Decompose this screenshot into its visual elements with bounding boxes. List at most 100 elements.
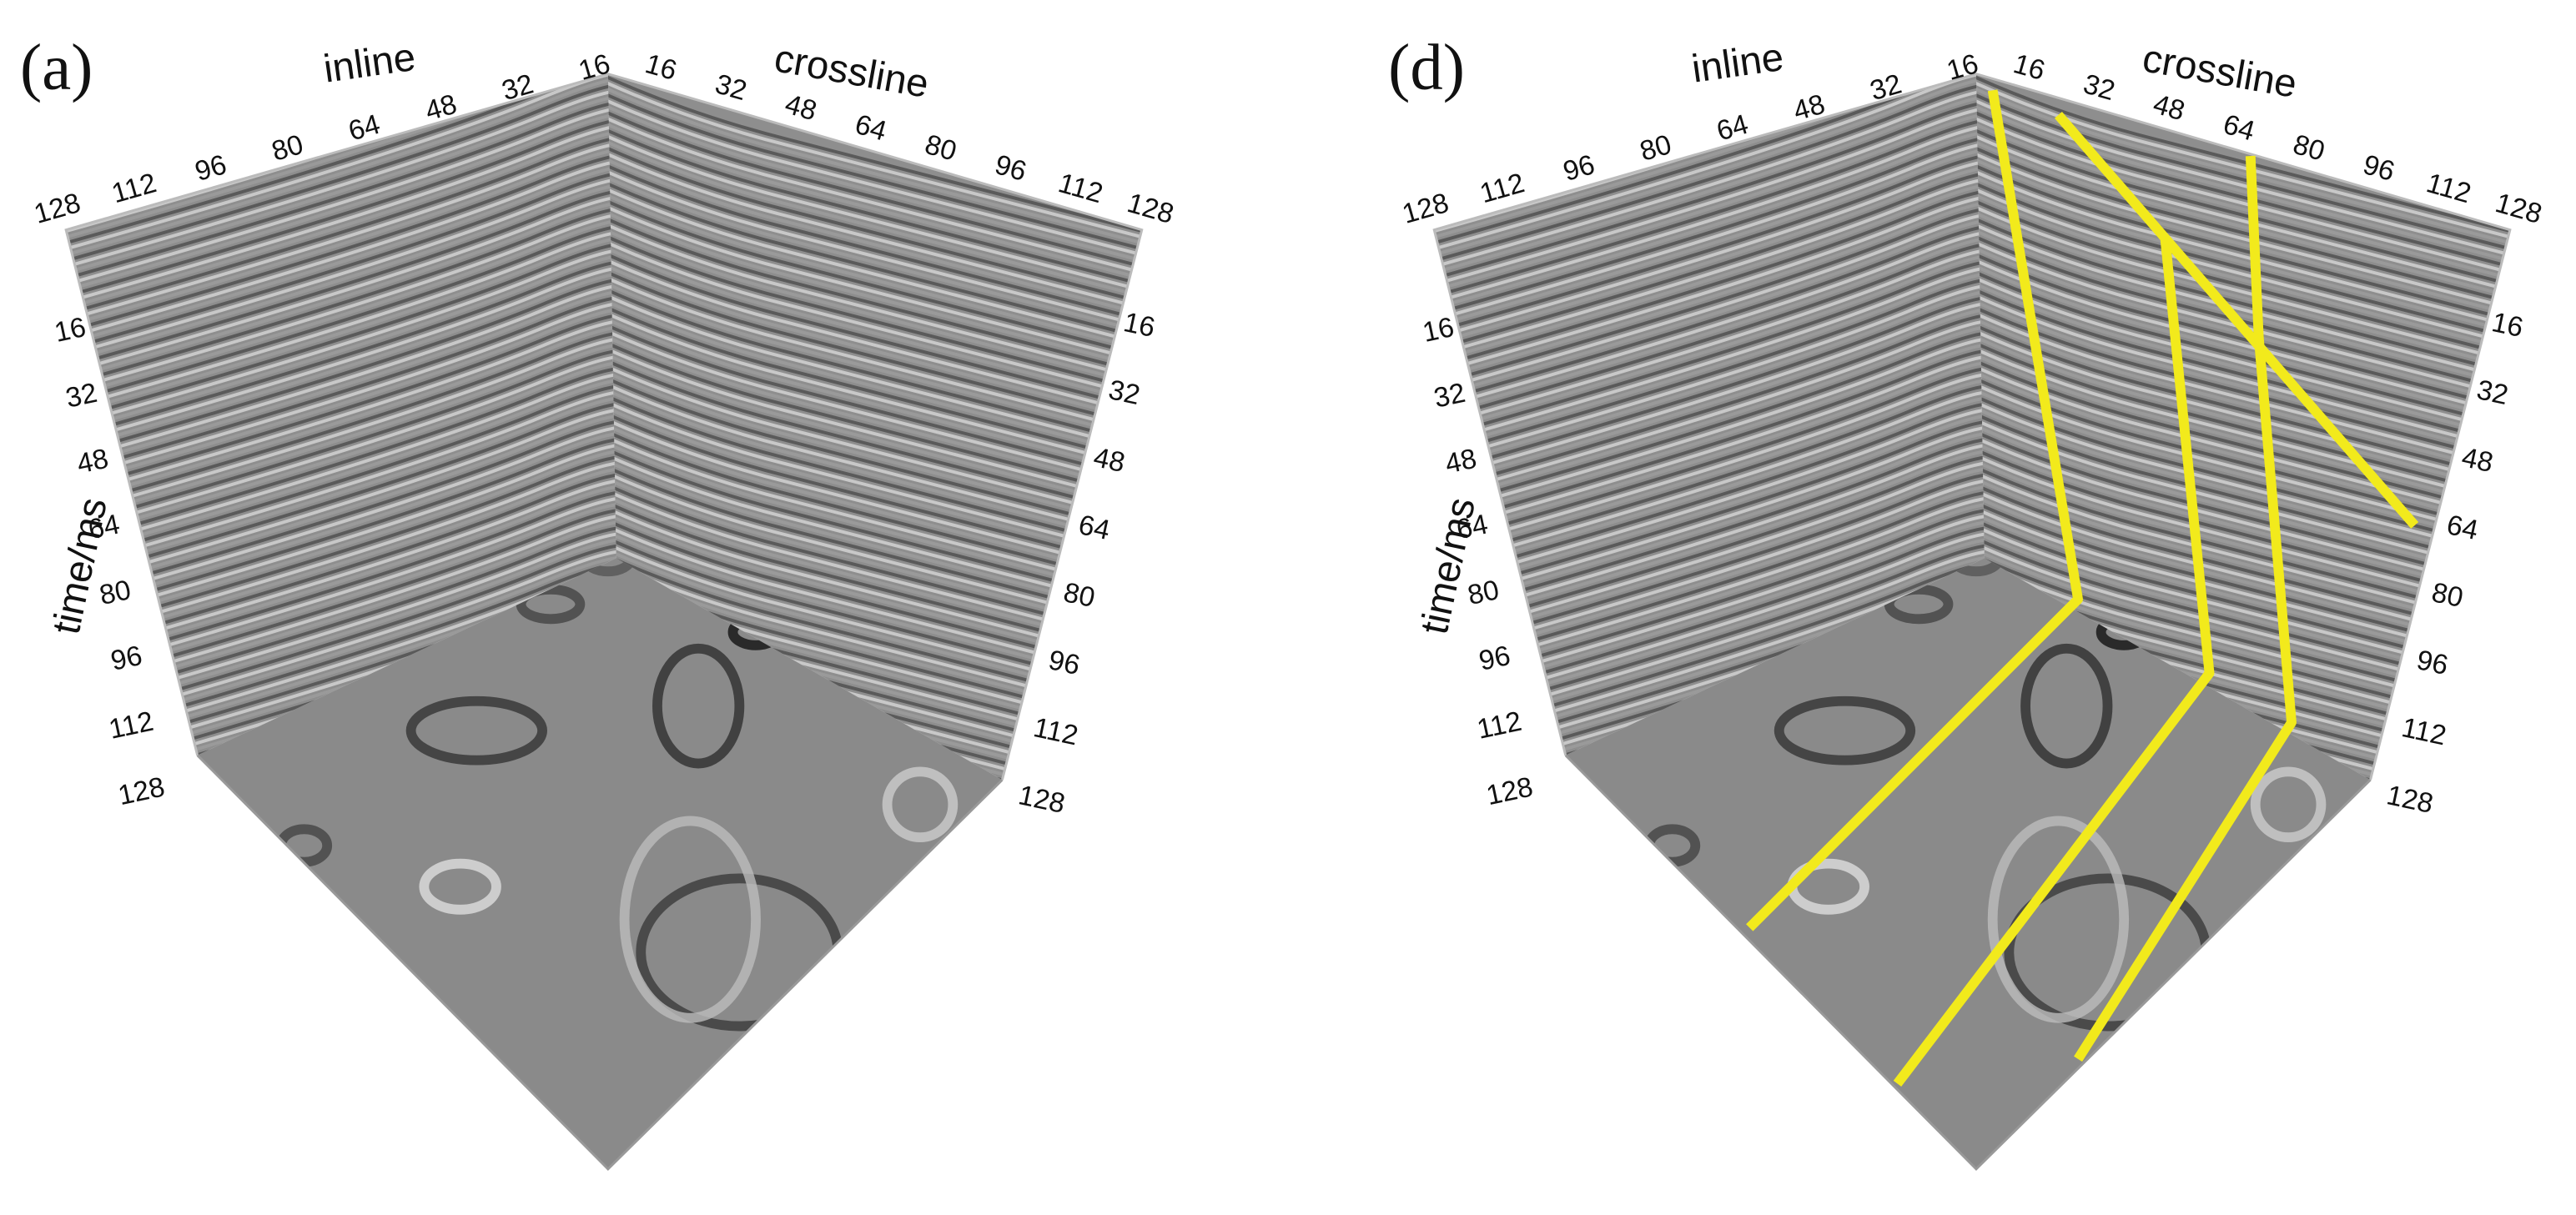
stripe — [1434, 218, 1985, 404]
stripe — [66, 165, 616, 350]
stripe — [607, 83, 1142, 247]
stripe — [1434, 484, 1985, 670]
stripe — [607, 368, 1142, 530]
stripe — [1434, 537, 1985, 722]
stripe — [607, 190, 1142, 354]
stripe — [66, 336, 616, 521]
crossline-tick-label: 48 — [782, 89, 820, 128]
time-tick-label: 32 — [2474, 374, 2511, 411]
stripe — [607, 267, 1142, 430]
stripe — [1434, 336, 1985, 521]
time-tick-label: 16 — [2489, 307, 2526, 344]
crossline-tick-label: 128 — [1124, 188, 1177, 230]
stripe — [66, 100, 616, 285]
stripe — [1975, 261, 2510, 424]
time-tick-label: 64 — [1454, 509, 1491, 545]
crossline-tick-label: 112 — [2423, 168, 2474, 209]
stripe — [607, 397, 1142, 560]
stripe — [1975, 527, 2510, 690]
stripe — [607, 433, 1142, 595]
stripe — [66, 212, 616, 398]
stripe — [66, 413, 616, 599]
inline-tick-label: 96 — [1560, 149, 1598, 188]
time-tick-label: 48 — [1442, 444, 1479, 480]
stripe — [607, 474, 1142, 637]
stripe — [1434, 301, 1985, 486]
stripe — [66, 454, 616, 640]
stripe — [607, 444, 1142, 608]
stripe — [1975, 545, 2510, 708]
stripe — [607, 108, 1142, 271]
stripe — [1434, 230, 1985, 415]
stripe — [66, 313, 616, 498]
stripe — [66, 502, 616, 687]
cube-edge — [196, 754, 1004, 1171]
stripe — [607, 279, 1142, 442]
inline-tick-label: 128 — [1399, 188, 1452, 230]
stripe — [607, 161, 1142, 324]
stripe — [607, 178, 1142, 342]
crossline-tick-label: 16 — [641, 48, 680, 87]
stripe — [66, 183, 616, 368]
fault-line — [1746, 89, 2083, 931]
stripe — [1975, 374, 2510, 536]
stripe — [1434, 514, 1985, 699]
stripe — [66, 401, 616, 586]
stripe — [1434, 384, 1985, 569]
stripe — [1434, 200, 1985, 385]
stripe — [66, 73, 616, 249]
stripe — [66, 236, 616, 421]
stripe — [1975, 439, 2510, 601]
stripe — [66, 194, 616, 379]
stripe — [607, 309, 1142, 472]
stripe — [1434, 561, 1985, 746]
stripe — [1434, 100, 1985, 285]
stripe — [1975, 421, 2510, 584]
stripe — [607, 291, 1142, 454]
stripe — [607, 456, 1142, 620]
stripe — [607, 349, 1142, 513]
stripe — [66, 366, 616, 551]
stripe — [607, 78, 1142, 241]
slice-blob — [2020, 643, 2113, 769]
stripe — [607, 379, 1142, 543]
stripe — [1434, 508, 1985, 693]
stripe — [1434, 348, 1985, 534]
stripe — [607, 338, 1142, 501]
stripe — [1975, 385, 2510, 549]
stripe — [1434, 236, 1985, 421]
stripe — [1434, 307, 1985, 492]
stripe — [1975, 533, 2510, 696]
stripe — [1975, 190, 2510, 354]
time-tick-label: 64 — [86, 509, 123, 545]
stripe — [1434, 496, 1985, 681]
stripe — [1434, 183, 1985, 368]
stripe — [66, 360, 616, 545]
slice-blob — [1987, 816, 2130, 1023]
stripe — [66, 76, 616, 261]
time-tick-label: 48 — [2459, 442, 2496, 479]
stripe — [66, 218, 616, 404]
crossline-tick-label: 64 — [852, 109, 890, 148]
stripe — [607, 539, 1142, 702]
stripe — [1434, 407, 1985, 592]
stripe — [1434, 378, 1985, 563]
inline-tick-label: 112 — [108, 168, 159, 209]
time-tick-label: 32 — [63, 378, 100, 414]
stripe — [607, 297, 1142, 459]
stripe — [1975, 279, 2510, 442]
time-tick-label: 16 — [52, 312, 88, 349]
stripe — [607, 90, 1142, 253]
stripe — [1975, 539, 2510, 702]
stripe — [1434, 73, 1985, 249]
time-tick-label: 112 — [2399, 712, 2449, 751]
time-tick-label: 96 — [108, 640, 145, 677]
stripe — [66, 248, 616, 433]
time-tick-label: 128 — [2384, 780, 2436, 820]
stripe — [1975, 202, 2510, 365]
slice-blob — [516, 584, 586, 625]
slice-blob — [882, 766, 958, 843]
stripe — [1975, 244, 2510, 407]
stripe — [607, 515, 1142, 679]
